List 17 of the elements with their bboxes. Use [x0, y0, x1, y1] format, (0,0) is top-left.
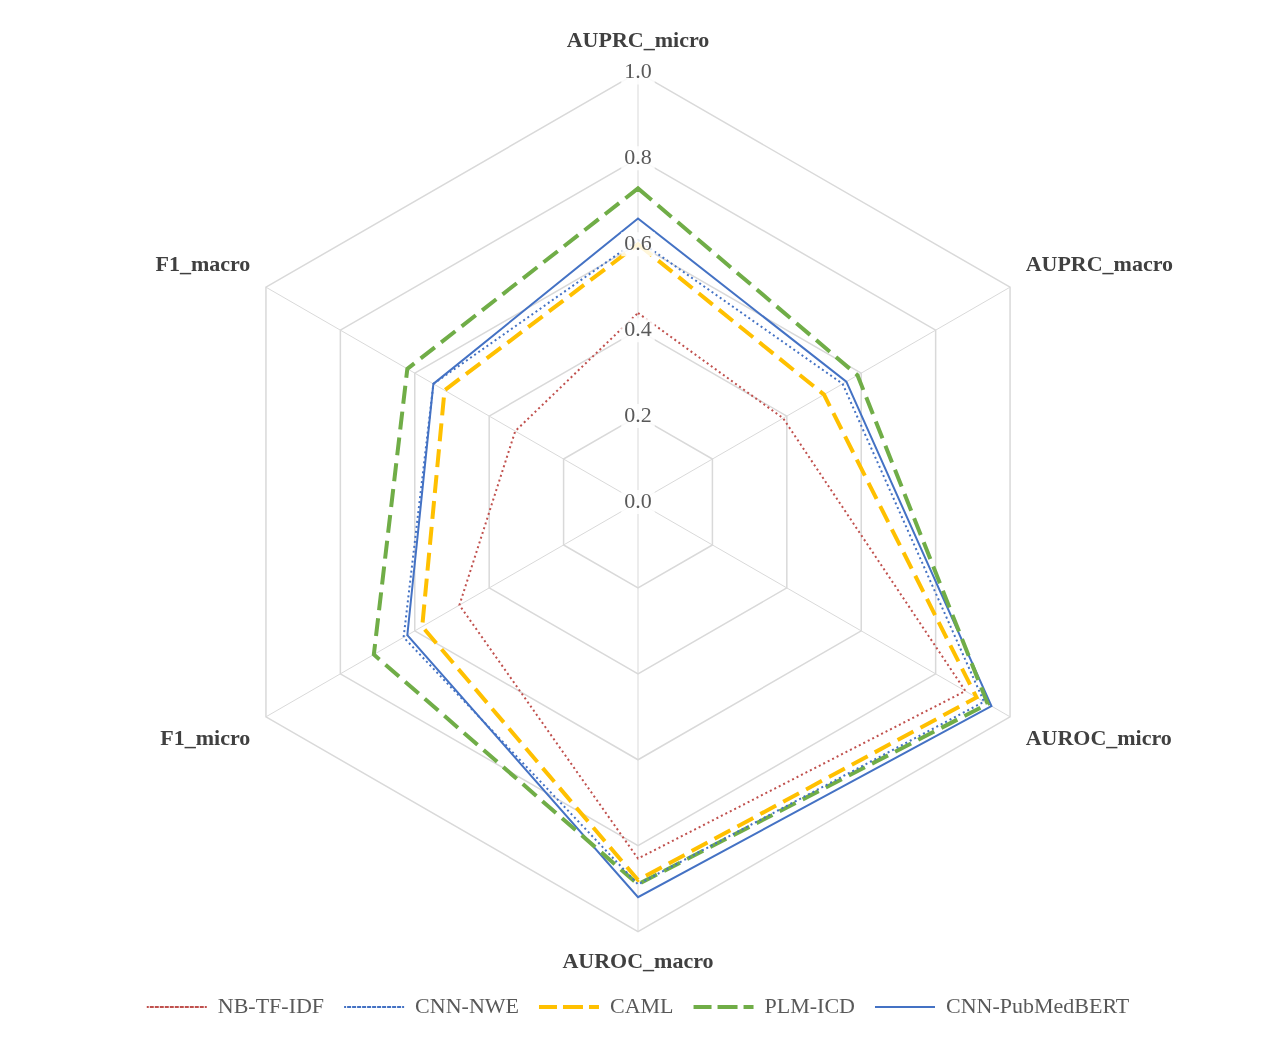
- spoke-label: AUROC_micro: [1025, 724, 1172, 750]
- legend-label: CAML: [609, 992, 674, 1018]
- y-tick-label: 0.8: [624, 144, 652, 170]
- y-tick-label: 0.0: [624, 487, 652, 513]
- legend-label: CNN-PubMedBERT: [945, 992, 1130, 1018]
- spoke-label: F1_macro: [155, 250, 251, 276]
- spoke-label: AUROC_macro: [562, 948, 714, 974]
- y-tick-label: 0.6: [624, 230, 652, 256]
- spoke-label: AUPRC_macro: [1025, 250, 1174, 276]
- legend-label: NB-TF-IDF: [217, 992, 325, 1018]
- legend-label: PLM-ICD: [764, 992, 855, 1018]
- y-tick-label: 1.0: [624, 58, 652, 84]
- y-tick-label: 0.2: [624, 401, 652, 427]
- y-tick-label: 0.4: [624, 315, 652, 341]
- spoke-label: AUPRC_micro: [566, 26, 710, 52]
- legend-label: CNN-NWE: [415, 992, 519, 1018]
- spoke-label: F1_micro: [160, 724, 251, 750]
